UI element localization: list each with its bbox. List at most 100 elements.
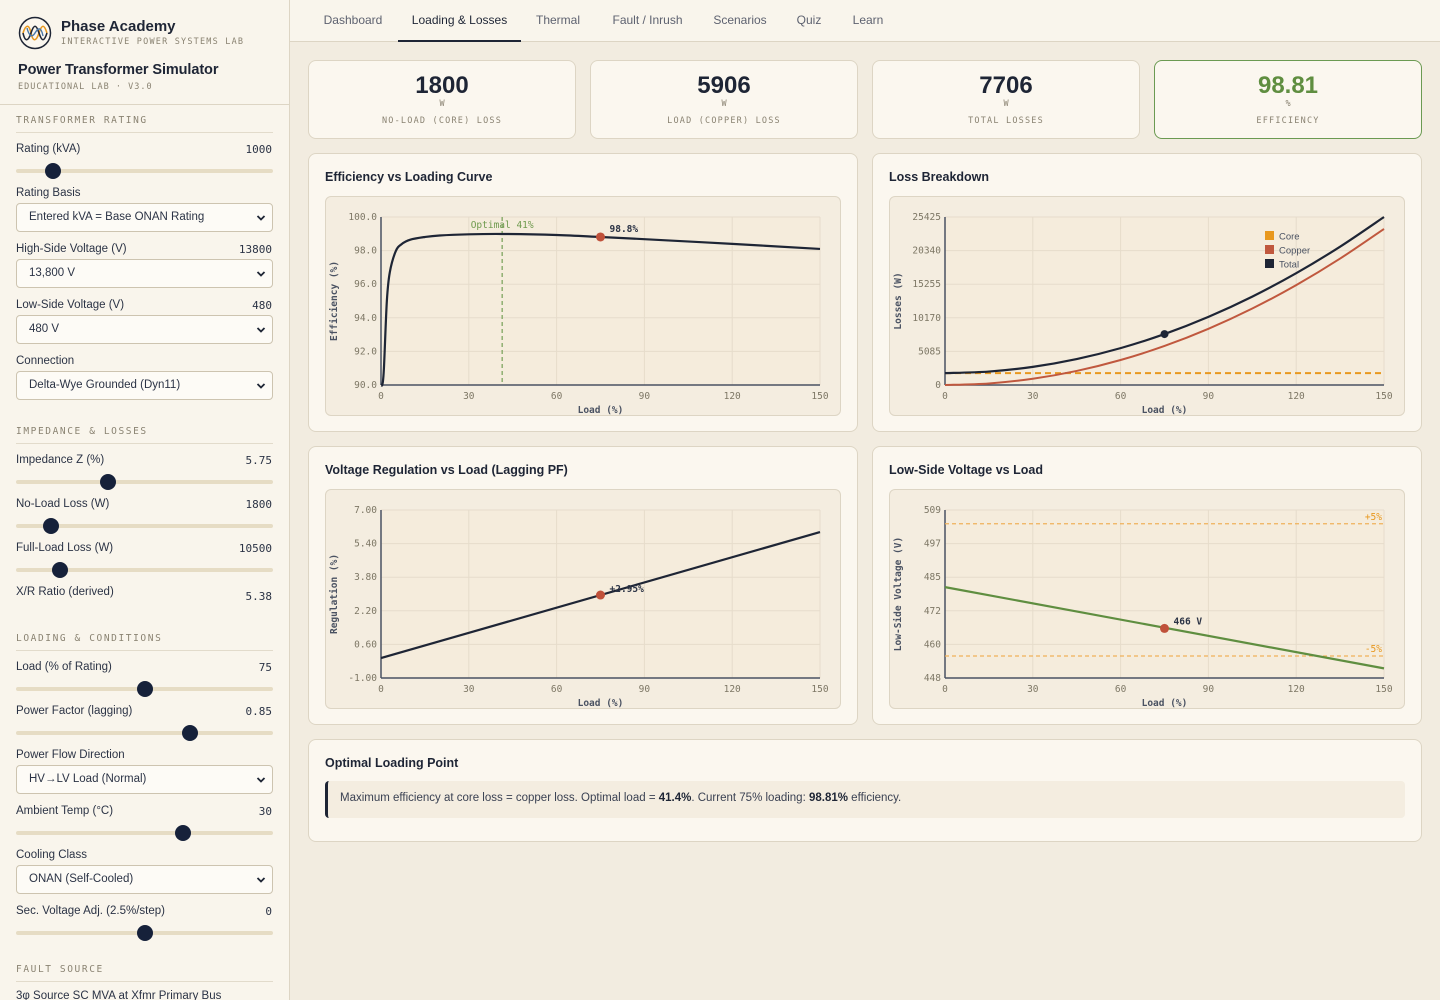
tab-dashboard[interactable]: Dashboard [323,13,383,27]
stat-unit: % [1285,99,1291,109]
low-side-voltage-chart-svg: 0 30 60 90 120 150 448 460 472 485 497 509 Load (%) L… [893,505,1393,708]
cooling-class-selected: ONAN (Self-Cooled) [29,873,134,885]
y-tick-label: 25425 [912,212,941,223]
no-load-loss-slider[interactable] [16,517,273,535]
efficiency-chart-svg: 0 30 60 90 120 150 90.0 92.0 94.0 96.0 98.0 100.0 Lo… [329,212,829,415]
slider-thumb[interactable] [42,518,59,534]
x-axis-label: Load (%) [578,698,624,709]
rating-value: 1000 [245,143,273,156]
tab-fault-inrush[interactable]: Fault / Inrush [612,13,683,27]
x-tick-label: 90 [639,391,651,402]
y-tick-label: 5.40 [354,539,377,550]
efficiency-panel: Efficiency vs Loading Curve 0 30 60 90 120 15… [308,153,858,432]
copper-loss-line [944,228,1385,386]
app-title: Power Transformer Simulator [18,62,219,78]
stat-unit: W [721,99,727,109]
rating-basis-select[interactable]: Entered kVA = Base ONAN Rating [16,203,273,232]
app-version: EDUCATIONAL LAB · V3.0 [18,82,153,92]
slider-thumb[interactable] [182,725,199,741]
power-factor-label: Power Factor (lagging) [16,705,133,717]
tab-thermal[interactable]: Thermal [535,13,580,27]
brand-name: Phase Academy [61,18,176,35]
x-tick-label: 0 [942,391,948,402]
y-tick-label: 0.60 [354,639,377,650]
sec-voltage-adj-slider[interactable] [16,924,273,942]
x-tick-label: 150 [811,684,828,695]
brand-tagline: INTERACTIVE POWER SYSTEMS LAB [61,37,245,47]
y-tick-label: 98.0 [354,246,377,257]
power-factor-slider[interactable] [16,724,273,742]
chevron-down-icon [256,877,266,883]
efficiency-line [379,232,821,387]
section-loading-conditions: LOADING & CONDITIONS [16,633,273,651]
slider-thumb[interactable] [44,163,61,179]
hv-value: 13800 [238,243,272,256]
section-impedance-losses: IMPEDANCE & LOSSES [16,426,273,444]
plot-area [945,217,1384,385]
power-flow-select[interactable]: HV→LV Load (Normal) [16,765,273,794]
optimal-loading-panel: Optimal Loading Point Maximum efficiency… [308,739,1422,842]
slider-thumb[interactable] [136,681,153,697]
section-fault-source: FAULT SOURCE [16,964,273,982]
loss-breakdown-chart-svg: 0 30 60 90 120 150 0 5085 10170 15255 20340 25425 Lo… [893,212,1393,415]
y-tick-label: 90.0 [354,380,377,391]
rating-slider[interactable] [16,162,273,180]
y-tick-label: 10170 [912,313,941,324]
slider-thumb[interactable] [100,474,117,490]
slider-thumb[interactable] [136,925,153,941]
stat-core-loss: 1800 W NO-LOAD (CORE) LOSS [308,60,576,139]
panel-title: Loss Breakdown [889,170,990,184]
x-tick-label: 60 [1115,391,1127,402]
tab-loading-losses[interactable]: Loading & Losses [398,0,521,42]
y-tick-label: 2.20 [354,606,377,617]
connection-select[interactable]: Delta-Wye Grounded (Dyn11) [16,371,273,400]
x-tick-label: 120 [1288,684,1305,695]
lv-label: Low-Side Voltage (V) [16,299,125,311]
sidebar: Phase Academy INTERACTIVE POWER SYSTEMS … [0,0,290,1000]
tab-learn[interactable]: Learn [852,13,884,27]
x-tick-label: 120 [724,684,741,695]
x-tick-label: 90 [1203,684,1215,695]
tab-quiz[interactable]: Quiz [796,13,822,27]
phase-academy-logo-icon [18,16,52,50]
ambient-temp-slider[interactable] [16,824,273,842]
operating-point-label: 98.8% [610,224,639,235]
panel-title: Efficiency vs Loading Curve [325,170,493,184]
x-tick-label: 120 [724,391,741,402]
panel-title: Voltage Regulation vs Load (Lagging PF) [325,463,568,477]
x-tick-label: 150 [1375,391,1392,402]
impedance-slider[interactable] [16,473,273,491]
voltage-limit-label: -5% [1365,644,1382,655]
x-tick-label: 0 [942,684,948,695]
optimal-text-c: efficiency. [847,792,902,804]
y-tick-label: 0 [935,380,941,391]
loss-breakdown-panel: Loss Breakdown 0 30 60 90 120 150 0 5085 10170 15… [872,153,1422,432]
y-tick-label: 15255 [912,279,941,290]
sec-voltage-adj-value: 0 [265,905,272,918]
operating-point-marker [1160,330,1169,339]
lv-select[interactable]: 480 V [16,315,273,344]
y-tick-label: 472 [924,606,941,617]
rating-label: Rating (kVA) [16,143,81,155]
legend-label: Core [1279,232,1300,243]
no-load-loss-value: 1800 [245,498,273,511]
x-tick-label: 150 [1375,684,1392,695]
sidebar-divider [0,104,289,105]
x-tick-label: 30 [463,391,475,402]
slider-thumb[interactable] [175,825,192,841]
full-load-loss-slider[interactable] [16,561,273,579]
slider-thumb[interactable] [52,562,69,578]
stat-total-losses: 7706 W TOTAL LOSSES [872,60,1140,139]
tab-scenarios[interactable]: Scenarios [713,13,767,27]
cooling-class-select[interactable]: ONAN (Self-Cooled) [16,865,273,894]
y-tick-label: 7.00 [354,505,377,516]
power-flow-selected: HV→LV Load (Normal) [29,773,147,785]
hv-select[interactable]: 13,800 V [16,259,273,288]
stat-unit: W [1003,99,1009,109]
stat-copper-loss: 5906 W LOAD (COPPER) LOSS [590,60,858,139]
load-slider[interactable] [16,680,273,698]
x-tick-label: 0 [378,684,384,695]
y-axis-label: Low-Side Voltage (V) [893,537,904,651]
y-tick-label: 5085 [918,346,941,357]
loss-breakdown-chart: 0 30 60 90 120 150 0 5085 10170 15255 20340 25425 Lo… [889,196,1405,416]
